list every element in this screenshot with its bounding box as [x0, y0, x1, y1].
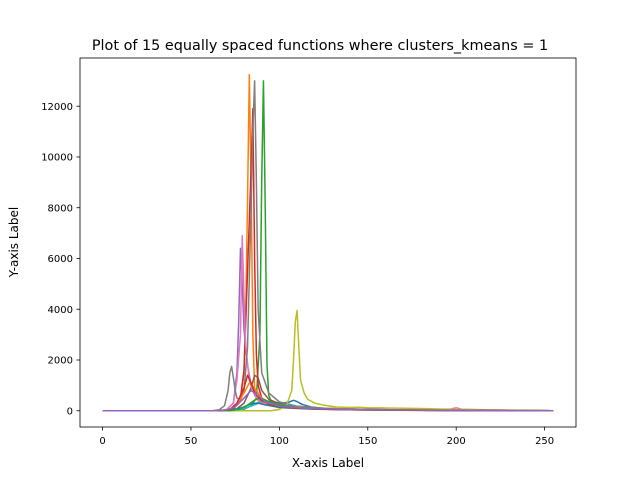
x-axis-ticks: 0 50 100 150 200 250: [99, 427, 554, 447]
x-tick-label: 250: [535, 436, 554, 447]
x-axis-label: X-axis Label: [292, 456, 364, 470]
y-tick-label: 12000: [41, 102, 73, 113]
series-line-9: [102, 309, 554, 412]
y-tick-label: 4000: [48, 305, 73, 316]
y-tick-label: 2000: [48, 356, 73, 367]
chart-title: Plot of 15 equally spaced functions wher…: [92, 38, 548, 54]
plot-frame: [79, 57, 577, 428]
series-line-7: [102, 234, 554, 412]
y-tick-label: 8000: [48, 203, 73, 214]
x-tick-label: 200: [447, 436, 466, 447]
x-tick-label: 50: [185, 436, 198, 447]
y-axis-ticks: 0 2000 4000 6000 8000 10000 12000: [41, 102, 80, 417]
y-tick-label: 10000: [41, 153, 73, 164]
x-tick-label: 100: [270, 436, 289, 447]
y-tick-label: 0: [67, 406, 73, 417]
x-tick-label: 150: [358, 436, 377, 447]
series-line-15: [102, 389, 554, 412]
y-tick-label: 6000: [48, 254, 73, 265]
y-axis-label: Y-axis Label: [7, 207, 21, 278]
plot-area: [79, 57, 577, 428]
series-group: [102, 73, 554, 412]
x-tick-label: 0: [99, 436, 105, 447]
series-line-8: [102, 80, 554, 412]
